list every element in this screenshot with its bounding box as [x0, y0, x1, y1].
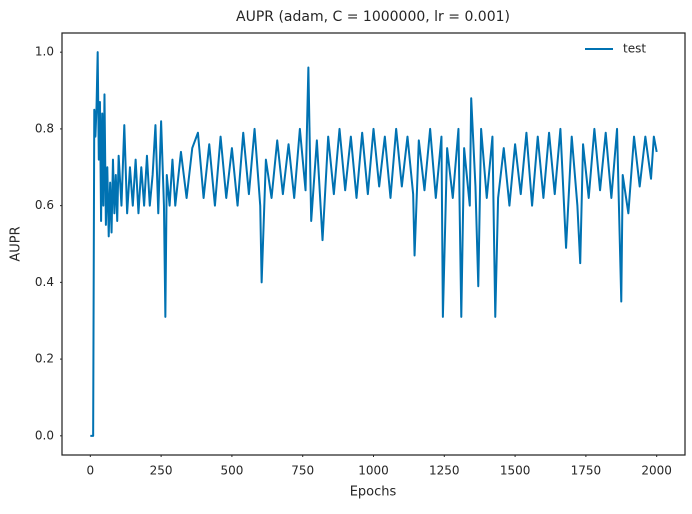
x-tick-label: 2000	[641, 464, 672, 478]
y-tick-label: 0.0	[35, 428, 54, 442]
x-tick-label: 500	[220, 464, 243, 478]
x-tick-label: 750	[291, 464, 314, 478]
y-tick-label: 0.6	[35, 198, 54, 212]
x-tick-label: 1250	[429, 464, 460, 478]
y-tick-label: 0.2	[35, 352, 54, 366]
x-tick-label: 1500	[500, 464, 531, 478]
x-tick-label: 0	[86, 464, 94, 478]
x-tick-label: 1000	[358, 464, 389, 478]
legend-label: test	[623, 42, 646, 56]
x-tick-label: 1750	[571, 464, 602, 478]
y-tick-label: 1.0	[35, 45, 54, 59]
x-axis-label: Epochs	[350, 485, 397, 500]
plot-frame	[61, 32, 686, 456]
chart-title: AUPR (adam, C = 1000000, lr = 0.001)	[236, 9, 510, 25]
y-axis-label: AUPR	[9, 226, 24, 261]
data-line	[90, 51, 658, 437]
x-tick-label: 250	[150, 464, 173, 478]
y-tick-label: 0.4	[35, 275, 54, 289]
y-tick-label: 0.8	[35, 121, 54, 135]
